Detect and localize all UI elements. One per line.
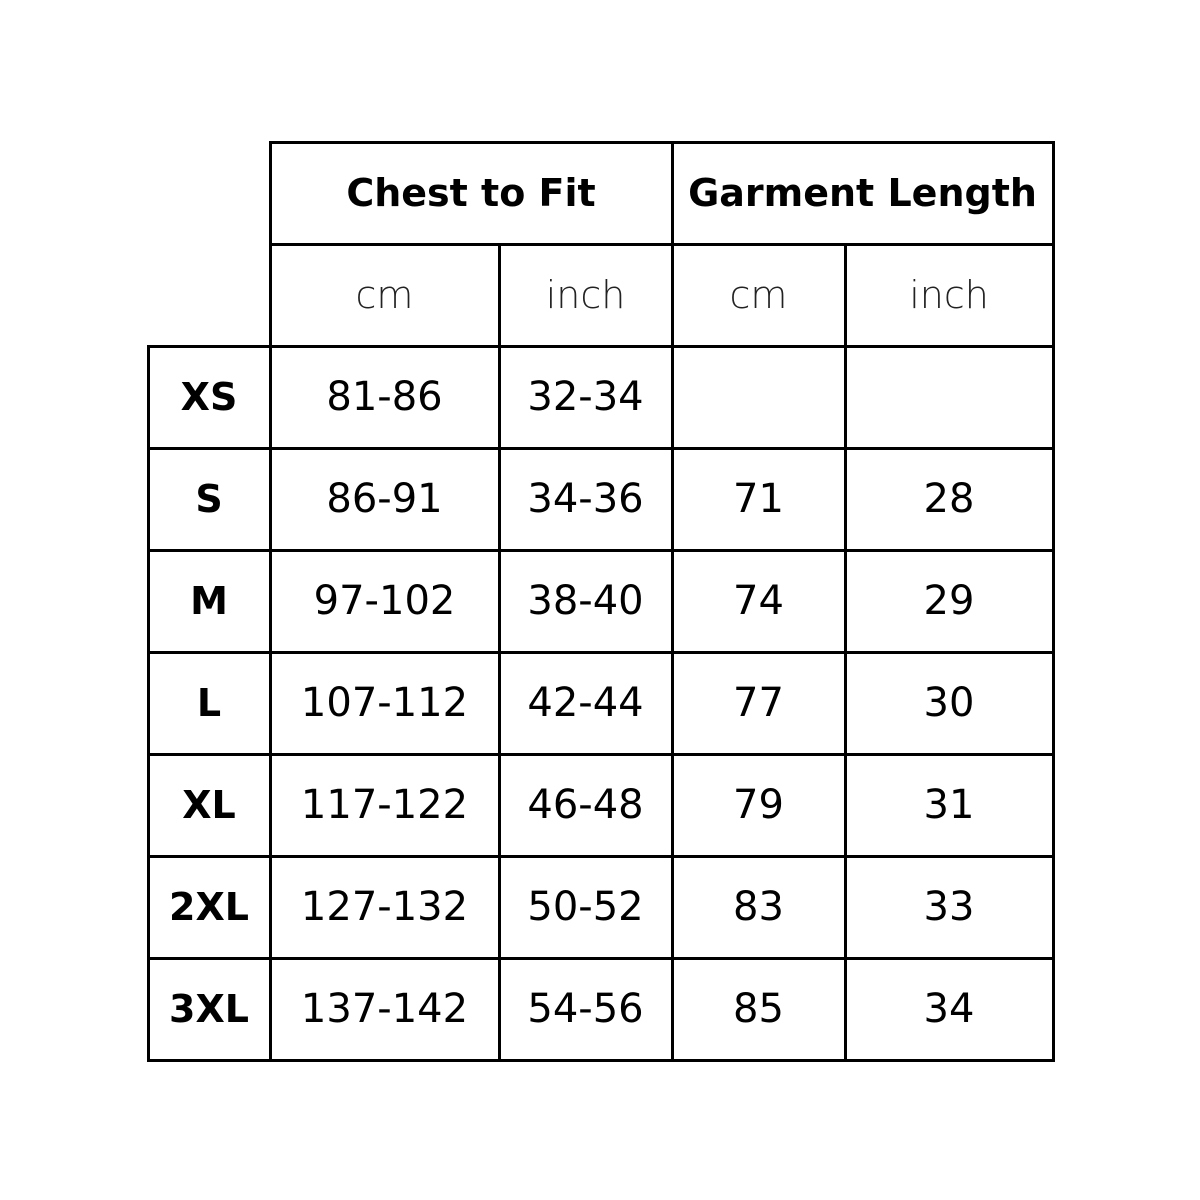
table-cell-length-cm: 83 — [670, 854, 847, 960]
unit-header-text: cm — [355, 273, 414, 317]
table-cell-chest-cm: 117-122 — [268, 752, 501, 858]
table-cell-chest-in: 50-52 — [497, 854, 674, 960]
size-label: 3XL — [146, 956, 272, 1062]
size-label: M — [146, 548, 272, 654]
unit-header: inch — [843, 242, 1055, 348]
size-label-text: 3XL — [169, 987, 249, 1031]
table-cell-chest-in: 42-44 — [497, 650, 674, 756]
table-cell-chest-in-text: 34-36 — [527, 476, 644, 522]
table-cell-length-in: 29 — [843, 548, 1055, 654]
table-cell-length-in: 33 — [843, 854, 1055, 960]
table-cell-length-in-text: 34 — [923, 986, 975, 1032]
table-cell-length-in: 31 — [843, 752, 1055, 858]
table-cell-length-in: 28 — [843, 446, 1055, 552]
table-cell-length-cm-text: 83 — [733, 884, 784, 930]
table-cell-length-cm-text: 79 — [733, 782, 784, 828]
unit-header: cm — [670, 242, 847, 348]
table-cell-chest-in-text: 32-34 — [527, 374, 644, 420]
table-cell-chest-in-text: 46-48 — [527, 782, 644, 828]
size-label-text: XL — [182, 783, 236, 827]
table-cell-length-cm-text: 71 — [733, 476, 784, 522]
size-label-text: 2XL — [169, 885, 249, 929]
table-cell-chest-cm-text: 127-132 — [300, 884, 469, 930]
size-label: XL — [146, 752, 272, 858]
table-cell-chest-cm-text: 81-86 — [326, 374, 443, 420]
unit-header-text: cm — [729, 273, 788, 317]
header-chest-to-fit: Chest to Fit — [268, 140, 674, 246]
table-cell-length-cm: 85 — [670, 956, 847, 1062]
table-cell-length-cm-text: 85 — [733, 986, 784, 1032]
table-cell-chest-in-text: 54-56 — [527, 986, 644, 1032]
table-cell-chest-cm: 107-112 — [268, 650, 501, 756]
size-label-text: L — [196, 681, 222, 725]
table-cell-length-cm: 77 — [670, 650, 847, 756]
unit-header: inch — [497, 242, 674, 348]
header-garment-length: Garment Length — [670, 140, 1055, 246]
table-cell-chest-in: 34-36 — [497, 446, 674, 552]
table-cell-chest-in: 32-34 — [497, 344, 674, 450]
table-cell-length-in-text: 31 — [923, 782, 975, 828]
table-cell-chest-cm: 81-86 — [268, 344, 501, 450]
size-label-text: M — [190, 579, 228, 623]
table-cell-chest-in: 54-56 — [497, 956, 674, 1062]
unit-header: cm — [268, 242, 501, 348]
table-cell-chest-in-text: 38-40 — [527, 578, 644, 624]
size-label: S — [146, 446, 272, 552]
table-cell-chest-cm: 97-102 — [268, 548, 501, 654]
table-cell-chest-in-text: 50-52 — [527, 884, 644, 930]
table-cell-chest-cm-text: 107-112 — [300, 680, 469, 726]
table-cell-length-cm — [670, 344, 847, 450]
header-chest-to-fit-text: Chest to Fit — [346, 171, 596, 215]
table-cell-length-in-text: 28 — [923, 476, 975, 522]
table-cell-length-in: 34 — [843, 956, 1055, 1062]
table-cell-length-cm-text: 74 — [733, 578, 784, 624]
table-cell-length-cm: 74 — [670, 548, 847, 654]
table-cell-chest-cm: 86-91 — [268, 446, 501, 552]
table-cell-chest-cm-text: 97-102 — [313, 578, 456, 624]
table-cell-chest-in: 46-48 — [497, 752, 674, 858]
table-cell-length-cm: 71 — [670, 446, 847, 552]
header-garment-length-text: Garment Length — [688, 171, 1037, 215]
table-cell-length-in-text: 33 — [923, 884, 975, 930]
size-label: 2XL — [146, 854, 272, 960]
table-cell-chest-cm: 137-142 — [268, 956, 501, 1062]
table-cell-length-cm-text: 77 — [733, 680, 784, 726]
table-cell-chest-in: 38-40 — [497, 548, 674, 654]
size-label: XS — [146, 344, 272, 450]
table-cell-chest-cm-text: 137-142 — [300, 986, 469, 1032]
table-cell-chest-in-text: 42-44 — [527, 680, 644, 726]
unit-header-text: inch — [909, 273, 989, 317]
table-cell-length-in-text: 30 — [923, 680, 975, 726]
table-cell-chest-cm: 127-132 — [268, 854, 501, 960]
table-cell-chest-cm-text: 117-122 — [300, 782, 469, 828]
table-cell-length-in: 30 — [843, 650, 1055, 756]
table-cell-chest-cm-text: 86-91 — [326, 476, 443, 522]
size-label-text: S — [195, 477, 223, 521]
unit-header-text: inch — [545, 273, 626, 317]
size-label-text: XS — [180, 375, 238, 419]
table-cell-length-in — [843, 344, 1055, 450]
table-cell-length-in-text: 29 — [923, 578, 975, 624]
size-label: L — [146, 650, 272, 756]
table-cell-length-cm: 79 — [670, 752, 847, 858]
